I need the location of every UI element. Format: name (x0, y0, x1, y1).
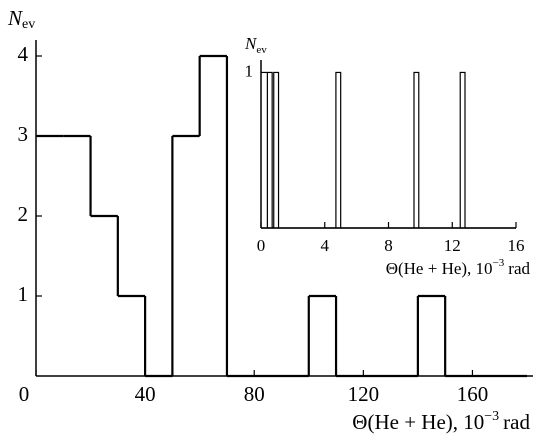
y-tick-label: 4 (18, 42, 29, 66)
x-label-main: Θ(He + He), 10 (386, 259, 493, 278)
x-axis-label: Θ(He + He), 10−3 rad (386, 257, 531, 278)
y-label-sub: ev (256, 44, 267, 56)
y-tick-label: 2 (18, 202, 29, 226)
x-tick-label: 8 (384, 236, 393, 255)
x-tick-label: 40 (135, 382, 156, 406)
y-tick-label: 1 (18, 282, 29, 306)
x-label-unit: rad (508, 259, 530, 278)
x-tick-label: 0 (257, 236, 266, 255)
x-label-main: Θ(He + He), 10 (352, 410, 484, 434)
x-tick-label: 80 (244, 382, 265, 406)
y-axis-label: Nev (7, 6, 35, 32)
x-label-sup: −3 (484, 409, 499, 424)
x-tick-label: 16 (508, 236, 525, 255)
x-tick-label: 4 (321, 236, 330, 255)
x-label-unit: rad (503, 410, 530, 434)
x-tick-label: 120 (348, 382, 380, 406)
bar (266, 71, 273, 229)
bar (273, 71, 280, 229)
bar (459, 71, 466, 229)
x-tick-label: 12 (444, 236, 461, 255)
y-label-main: N (7, 6, 23, 30)
y-axis-label: Nev (244, 34, 267, 56)
x-tick-label: 0 (19, 382, 30, 406)
y-label-main: N (244, 34, 258, 53)
bar (335, 71, 342, 229)
y-label-sub: ev (22, 17, 35, 32)
bar (413, 71, 420, 229)
x-axis-label: Θ(He + He), 10−3 rad (352, 409, 530, 434)
y-tick-label: 3 (18, 122, 29, 146)
x-tick-label: 160 (457, 382, 489, 406)
x-label-sup: −3 (493, 257, 505, 269)
y-tick-label: 1 (245, 61, 254, 80)
